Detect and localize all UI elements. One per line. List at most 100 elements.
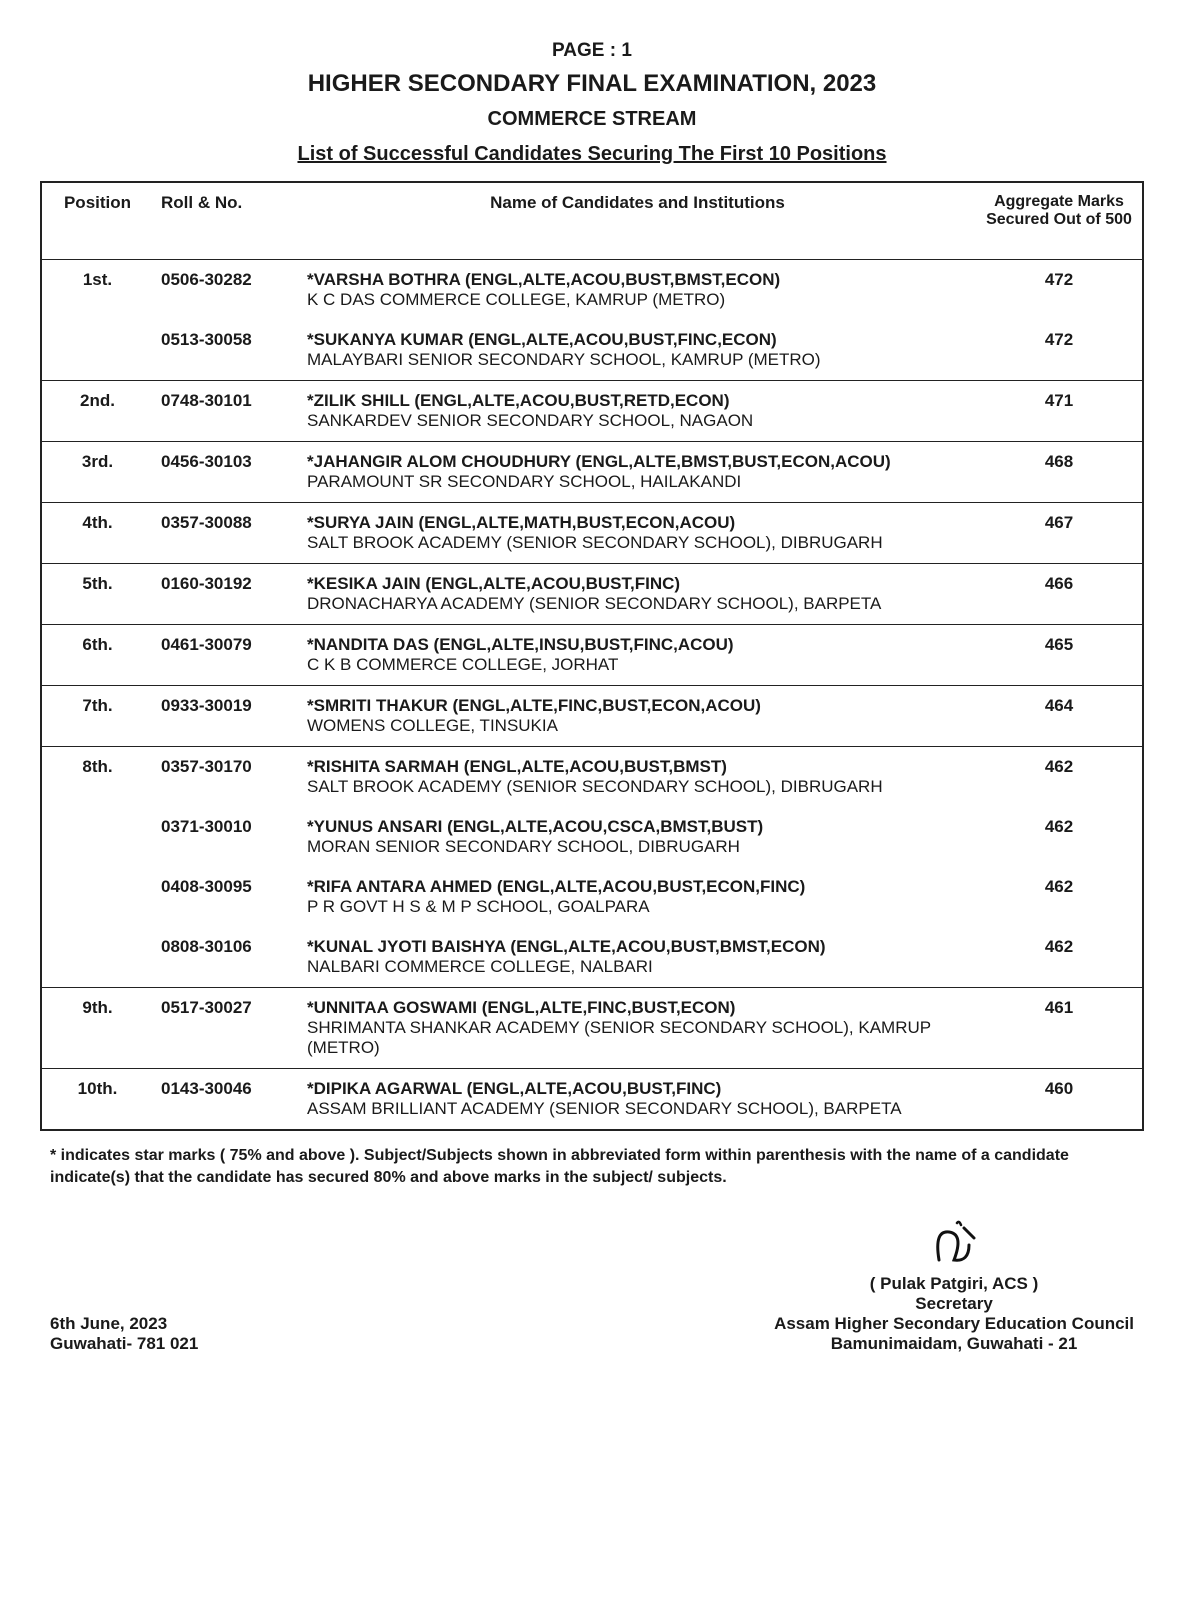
- cell-position: 7th.: [41, 686, 153, 747]
- candidate-institution: C K B COMMERCE COLLEGE, JORHAT: [307, 655, 968, 675]
- cell-candidate: *NANDITA DAS (ENGL,ALTE,INSU,BUST,FINC,A…: [299, 625, 976, 686]
- candidate-institution: SHRIMANTA SHANKAR ACADEMY (SENIOR SECOND…: [307, 1018, 968, 1058]
- candidate-institution: MALAYBARI SENIOR SECONDARY SCHOOL, KAMRU…: [307, 350, 968, 370]
- candidate-name: *NANDITA DAS (ENGL,ALTE,INSU,BUST,FINC,A…: [307, 635, 968, 655]
- candidate-institution: NALBARI COMMERCE COLLEGE, NALBARI: [307, 957, 968, 977]
- cell-position: 4th.: [41, 503, 153, 564]
- cell-roll: 0748-30101: [153, 381, 299, 442]
- cell-candidate: *DIPIKA AGARWAL (ENGL,ALTE,ACOU,BUST,FIN…: [299, 1069, 976, 1131]
- cell-marks: 461: [976, 988, 1143, 1069]
- cell-roll: 0456-30103: [153, 442, 299, 503]
- cell-roll: 0408-30095: [153, 867, 299, 927]
- candidate-name: *JAHANGIR ALOM CHOUDHURY (ENGL,ALTE,BMST…: [307, 452, 968, 472]
- cell-candidate: *JAHANGIR ALOM CHOUDHURY (ENGL,ALTE,BMST…: [299, 442, 976, 503]
- cell-roll: 0513-30058: [153, 320, 299, 381]
- candidate-institution: DRONACHARYA ACADEMY (SENIOR SECONDARY SC…: [307, 594, 968, 614]
- cell-candidate: *SURYA JAIN (ENGL,ALTE,MATH,BUST,ECON,AC…: [299, 503, 976, 564]
- cell-position: 1st.: [41, 260, 153, 321]
- cell-marks: 465: [976, 625, 1143, 686]
- cell-marks: 462: [976, 927, 1143, 988]
- cell-marks: 466: [976, 564, 1143, 625]
- candidate-institution: PARAMOUNT SR SECONDARY SCHOOL, HAILAKAND…: [307, 472, 968, 492]
- list-title: List of Successful Candidates Securing T…: [40, 143, 1144, 166]
- table-row: 3rd.0456-30103 *JAHANGIR ALOM CHOUDHURY (…: [41, 442, 1143, 503]
- table-body: 1st.0506-30282*VARSHA BOTHRA (ENGL,ALTE,…: [41, 260, 1143, 1131]
- cell-candidate: *SMRITI THAKUR (ENGL,ALTE,FINC,BUST,ECON…: [299, 686, 976, 747]
- cell-roll: 0371-30010: [153, 807, 299, 867]
- table-row: 0371-30010*YUNUS ANSARI (ENGL,ALTE,ACOU,…: [41, 807, 1143, 867]
- table-row: 9th.0517-30027 *UNNITAA GOSWAMI (ENGL,ALT…: [41, 988, 1143, 1069]
- cell-marks: 472: [976, 320, 1143, 381]
- table-row: 1st.0506-30282*VARSHA BOTHRA (ENGL,ALTE,…: [41, 260, 1143, 321]
- candidate-name: *DIPIKA AGARWAL (ENGL,ALTE,ACOU,BUST,FIN…: [307, 1079, 968, 1099]
- candidate-name: *RIFA ANTARA AHMED (ENGL,ALTE,ACOU,BUST,…: [307, 877, 968, 897]
- cell-position: 6th.: [41, 625, 153, 686]
- cell-marks: 467: [976, 503, 1143, 564]
- main-title: HIGHER SECONDARY FINAL EXAMINATION, 2023: [40, 70, 1144, 98]
- cell-marks: 471: [976, 381, 1143, 442]
- cell-position: 8th.: [41, 747, 153, 808]
- cell-marks: 468: [976, 442, 1143, 503]
- cell-position: [41, 927, 153, 988]
- cell-position: [41, 320, 153, 381]
- cell-candidate: *UNNITAA GOSWAMI (ENGL,ALTE,FINC,BUST,EC…: [299, 988, 976, 1069]
- cell-roll: 0808-30106: [153, 927, 299, 988]
- cell-candidate: *VARSHA BOTHRA (ENGL,ALTE,ACOU,BUST,BMST…: [299, 260, 976, 321]
- cell-position: 2nd.: [41, 381, 153, 442]
- cell-roll: 0160-30192: [153, 564, 299, 625]
- col-marks: Aggregate Marks Secured Out of 500: [976, 182, 1143, 260]
- document-header: PAGE : 1 HIGHER SECONDARY FINAL EXAMINAT…: [40, 40, 1144, 166]
- results-table: Position Roll & No. Name of Candidates a…: [40, 181, 1144, 1131]
- table-row: 0513-30058*SUKANYA KUMAR (ENGL,ALTE,ACOU…: [41, 320, 1143, 381]
- col-position: Position: [41, 182, 153, 260]
- col-name: Name of Candidates and Institutions: [299, 182, 976, 260]
- cell-position: 9th.: [41, 988, 153, 1069]
- candidate-name: *SURYA JAIN (ENGL,ALTE,MATH,BUST,ECON,AC…: [307, 513, 968, 533]
- cell-candidate: *SUKANYA KUMAR (ENGL,ALTE,ACOU,BUST,FINC…: [299, 320, 976, 381]
- cell-roll: 0517-30027: [153, 988, 299, 1069]
- council-name: Assam Higher Secondary Education Council: [774, 1314, 1134, 1334]
- signatory-name: ( Pulak Patgiri, ACS ): [774, 1274, 1134, 1294]
- footer-date: 6th June, 2023: [50, 1314, 198, 1334]
- footnote: * indicates star marks ( 75% and above )…: [40, 1145, 1144, 1190]
- footer-place: Guwahati- 781 021: [50, 1334, 198, 1354]
- table-row: 2nd.0748-30101 *ZILIK SHILL (ENGL,ALTE,AC…: [41, 381, 1143, 442]
- cell-candidate: *KUNAL JYOTI BAISHYA (ENGL,ALTE,ACOU,BUS…: [299, 927, 976, 988]
- cell-roll: 0461-30079: [153, 625, 299, 686]
- footer-row: 6th June, 2023 Guwahati- 781 021 ( Pulak…: [40, 1220, 1144, 1354]
- table-row: 5th.0160-30192*KESIKA JAIN (ENGL,ALTE,AC…: [41, 564, 1143, 625]
- candidate-institution: P R GOVT H S & M P SCHOOL, GOALPARA: [307, 897, 968, 917]
- candidate-institution: ASSAM BRILLIANT ACADEMY (SENIOR SECONDAR…: [307, 1099, 968, 1119]
- candidate-name: *UNNITAA GOSWAMI (ENGL,ALTE,FINC,BUST,EC…: [307, 998, 968, 1018]
- cell-candidate: *YUNUS ANSARI (ENGL,ALTE,ACOU,CSCA,BMST,…: [299, 807, 976, 867]
- cell-candidate: *ZILIK SHILL (ENGL,ALTE,ACOU,BUST,RETD,E…: [299, 381, 976, 442]
- cell-roll: 0143-30046: [153, 1069, 299, 1131]
- cell-position: 10th.: [41, 1069, 153, 1131]
- cell-roll: 0506-30282: [153, 260, 299, 321]
- cell-roll: 0933-30019: [153, 686, 299, 747]
- cell-marks: 462: [976, 747, 1143, 808]
- cell-position: 3rd.: [41, 442, 153, 503]
- candidate-institution: SALT BROOK ACADEMY (SENIOR SECONDARY SCH…: [307, 777, 968, 797]
- cell-marks: 462: [976, 867, 1143, 927]
- cell-candidate: *KESIKA JAIN (ENGL,ALTE,ACOU,BUST,FINC)D…: [299, 564, 976, 625]
- cell-roll: 0357-30170: [153, 747, 299, 808]
- candidate-institution: SANKARDEV SENIOR SECONDARY SCHOOL, NAGAO…: [307, 411, 968, 431]
- table-row: 0808-30106*KUNAL JYOTI BAISHYA (ENGL,ALT…: [41, 927, 1143, 988]
- footer-signature: ( Pulak Patgiri, ACS ) Secretary Assam H…: [774, 1220, 1134, 1354]
- cell-position: [41, 867, 153, 927]
- candidate-name: *SMRITI THAKUR (ENGL,ALTE,FINC,BUST,ECON…: [307, 696, 968, 716]
- cell-marks: 462: [976, 807, 1143, 867]
- footer-left: 6th June, 2023 Guwahati- 781 021: [50, 1314, 198, 1354]
- signature-icon: [919, 1220, 989, 1270]
- table-row: 6th.0461-30079 *NANDITA DAS (ENGL,ALTE,IN…: [41, 625, 1143, 686]
- table-row: 7th.0933-30019 *SMRITI THAKUR (ENGL,ALTE,…: [41, 686, 1143, 747]
- document-page: PAGE : 1 HIGHER SECONDARY FINAL EXAMINAT…: [0, 0, 1184, 1600]
- candidate-institution: WOMENS COLLEGE, TINSUKIA: [307, 716, 968, 736]
- cell-position: [41, 807, 153, 867]
- col-roll: Roll & No.: [153, 182, 299, 260]
- candidate-name: *ZILIK SHILL (ENGL,ALTE,ACOU,BUST,RETD,E…: [307, 391, 968, 411]
- table-row: 8th.0357-30170*RISHITA SARMAH (ENGL,ALTE…: [41, 747, 1143, 808]
- candidate-name: *KESIKA JAIN (ENGL,ALTE,ACOU,BUST,FINC): [307, 574, 968, 594]
- cell-marks: 472: [976, 260, 1143, 321]
